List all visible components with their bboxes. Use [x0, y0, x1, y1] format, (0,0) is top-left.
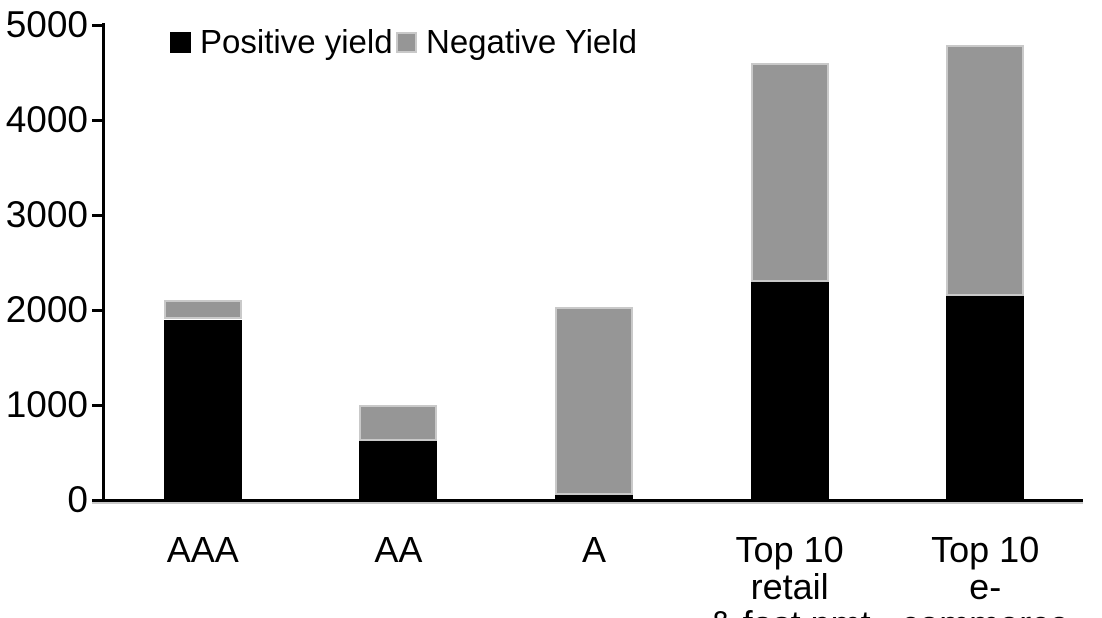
x-axis-label-aa: AA: [374, 529, 423, 570]
y-tick-1000: [92, 403, 104, 407]
bar-top-10-retail-fast-pmt-negative-yield-segment: [750, 63, 829, 283]
x-axis-shadow: [92, 502, 1083, 504]
bar-a-positive-yield-segment: [555, 495, 633, 500]
bar-top-10-retail-fast-pmt-positive-yield-segment: [750, 282, 829, 500]
legend-label-negative-yield: Negative Yield: [426, 23, 637, 60]
y-tick-5000: [92, 23, 104, 27]
y-tick-2000: [92, 308, 104, 312]
y-axis-label-5000: 5000: [5, 4, 88, 45]
legend-label-positive-yield: Positive yield: [200, 23, 393, 60]
x-axis-label-aaa: AAA: [166, 529, 239, 570]
y-axis-line: [102, 23, 105, 502]
y-axis-label-2000: 2000: [5, 289, 88, 330]
bar-top-10-e-commerce-positive-yield-segment: [946, 295, 1025, 500]
y-axis-label-0: 0: [67, 479, 88, 520]
bar-aa-positive-yield-segment: [359, 441, 438, 500]
x-axis-label-top-10-retail-fast-pmt: Top 10 retail & fast pmt: [709, 529, 871, 618]
legend-item-negative-yield: Negative Yield: [396, 23, 637, 61]
bar-aaa-negative-yield-segment: [163, 299, 242, 320]
bar-aa-negative-yield-segment: [359, 405, 438, 442]
x-axis-line: [92, 499, 1083, 502]
legend-item-positive-yield: Positive yield: [170, 23, 393, 61]
bar-top-10-e-commerce-negative-yield-segment: [946, 44, 1025, 296]
legend-swatch-negative-yield-icon: [396, 31, 417, 53]
bar-aaa-positive-yield-segment: [163, 319, 242, 500]
y-tick-3000: [92, 213, 104, 217]
y-axis-label-4000: 4000: [5, 99, 88, 140]
x-axis-label-a: A: [581, 529, 606, 570]
legend-swatch-positive-yield-icon: [170, 31, 191, 53]
bar-a-negative-yield-segment: [555, 307, 633, 496]
x-axis-label-top-10-e-commerce: Top 10 e-commerce: [901, 529, 1069, 618]
y-axis-label-3000: 3000: [5, 194, 88, 235]
y-tick-4000: [92, 118, 104, 122]
y-axis-label-1000: 1000: [5, 384, 88, 425]
